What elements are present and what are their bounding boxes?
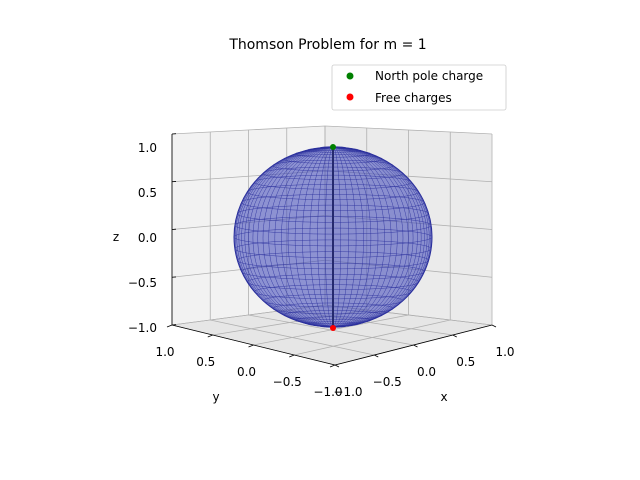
x-tick-mark — [374, 354, 379, 358]
legend-marker-free-charges — [346, 93, 354, 101]
x-tick-label: −1.0 — [333, 385, 362, 399]
x-tick-label: 0.0 — [417, 365, 436, 379]
y-tick-mark — [329, 364, 336, 368]
sphere-longitude-line — [332, 146, 385, 328]
sphere-longitude-line — [244, 146, 334, 328]
y-tick-label: −0.5 — [273, 375, 302, 389]
sphere-longitude-line — [324, 146, 334, 328]
sphere-longitude-line — [332, 146, 422, 328]
chart-title: Thomson Problem for m = 1 — [228, 37, 426, 53]
x-tick-label: −0.5 — [373, 375, 402, 389]
x-axis-label: x — [440, 390, 447, 404]
sphere-longitude-line — [248, 146, 334, 328]
sphere-wireframe — [233, 146, 433, 328]
sphere-longitude-line — [281, 146, 334, 328]
sphere-longitude-line — [262, 146, 334, 328]
z-tick-label: 1.0 — [138, 141, 157, 155]
sphere-longitude-line — [241, 146, 334, 328]
sphere-longitude-line — [252, 146, 334, 328]
y-tick-label: −1.0 — [313, 385, 342, 399]
sphere-longitude-line — [332, 146, 342, 328]
sphere-longitude-line — [332, 146, 430, 328]
y-tick-mark — [248, 344, 254, 348]
x-tick-label: 1.0 — [495, 345, 514, 359]
sphere-longitude-line — [332, 146, 349, 328]
sphere-longitude-line — [332, 146, 357, 328]
sphere-longitude-line — [238, 146, 334, 328]
legend-box — [331, 64, 507, 111]
sphere-longitude-line — [268, 146, 334, 328]
sphere-longitude-line — [234, 146, 334, 328]
sphere-longitude-line — [332, 146, 428, 328]
y-tick-label: 1.0 — [155, 345, 174, 359]
sphere-longitude-line — [287, 146, 334, 328]
z-axis-label: z — [113, 230, 119, 244]
sphere-longitude-line — [332, 146, 392, 328]
z-tick-label: −0.5 — [128, 276, 157, 290]
sphere-longitude-line — [332, 146, 432, 328]
x-tick-mark — [452, 334, 457, 338]
sphere-longitude-line — [332, 146, 425, 328]
y-tick-mark — [289, 354, 295, 358]
x-tick-mark — [334, 364, 340, 368]
y-grid-line — [210, 319, 375, 356]
sphere-longitude-line — [294, 146, 334, 328]
x-tick-mark — [491, 324, 497, 328]
y-tick-label: 0.0 — [237, 365, 256, 379]
north-pole-charge-point — [330, 144, 336, 150]
y-axis-label: y — [212, 390, 219, 404]
sphere-longitude-line — [332, 146, 372, 328]
legend-marker-north-pole — [346, 72, 354, 80]
sphere-longitude-line — [302, 146, 334, 328]
sphere-longitude-line — [332, 146, 398, 328]
sphere-longitude-line — [332, 146, 404, 328]
sphere-longitude-line — [332, 146, 379, 328]
sphere-longitude-line — [274, 146, 334, 328]
sphere-longitude-line — [332, 146, 418, 328]
sphere-longitude-line — [332, 146, 364, 328]
y-tick-mark — [207, 334, 213, 338]
sphere-longitude-line — [309, 146, 334, 328]
sphere-longitude-line — [257, 146, 334, 328]
charge-points — [330, 144, 336, 331]
x-tick-label: 0.5 — [456, 355, 475, 369]
sphere-longitude-line — [317, 146, 334, 328]
y-tick-label: 0.5 — [196, 355, 215, 369]
legend-label-free-charges: Free charges — [375, 91, 452, 105]
tick-labels: 1.00.50.0−0.5−1.0−1.0−0.50.00.51.01.00.5… — [128, 133, 515, 399]
y-tick-mark — [166, 324, 173, 328]
z-tick-label: 0.5 — [138, 186, 157, 200]
z-tick-label: −1.0 — [128, 321, 157, 335]
sphere-longitude-line — [236, 146, 334, 328]
sphere-longitude-line — [332, 146, 414, 328]
free-charge-point — [330, 325, 336, 331]
sphere-longitude-line — [332, 146, 409, 328]
legend: North pole charge Free charges — [331, 64, 507, 111]
x-tick-mark — [413, 344, 418, 348]
z-tick-label: 0.0 — [138, 231, 157, 245]
legend-label-north-pole: North pole charge — [375, 69, 483, 83]
